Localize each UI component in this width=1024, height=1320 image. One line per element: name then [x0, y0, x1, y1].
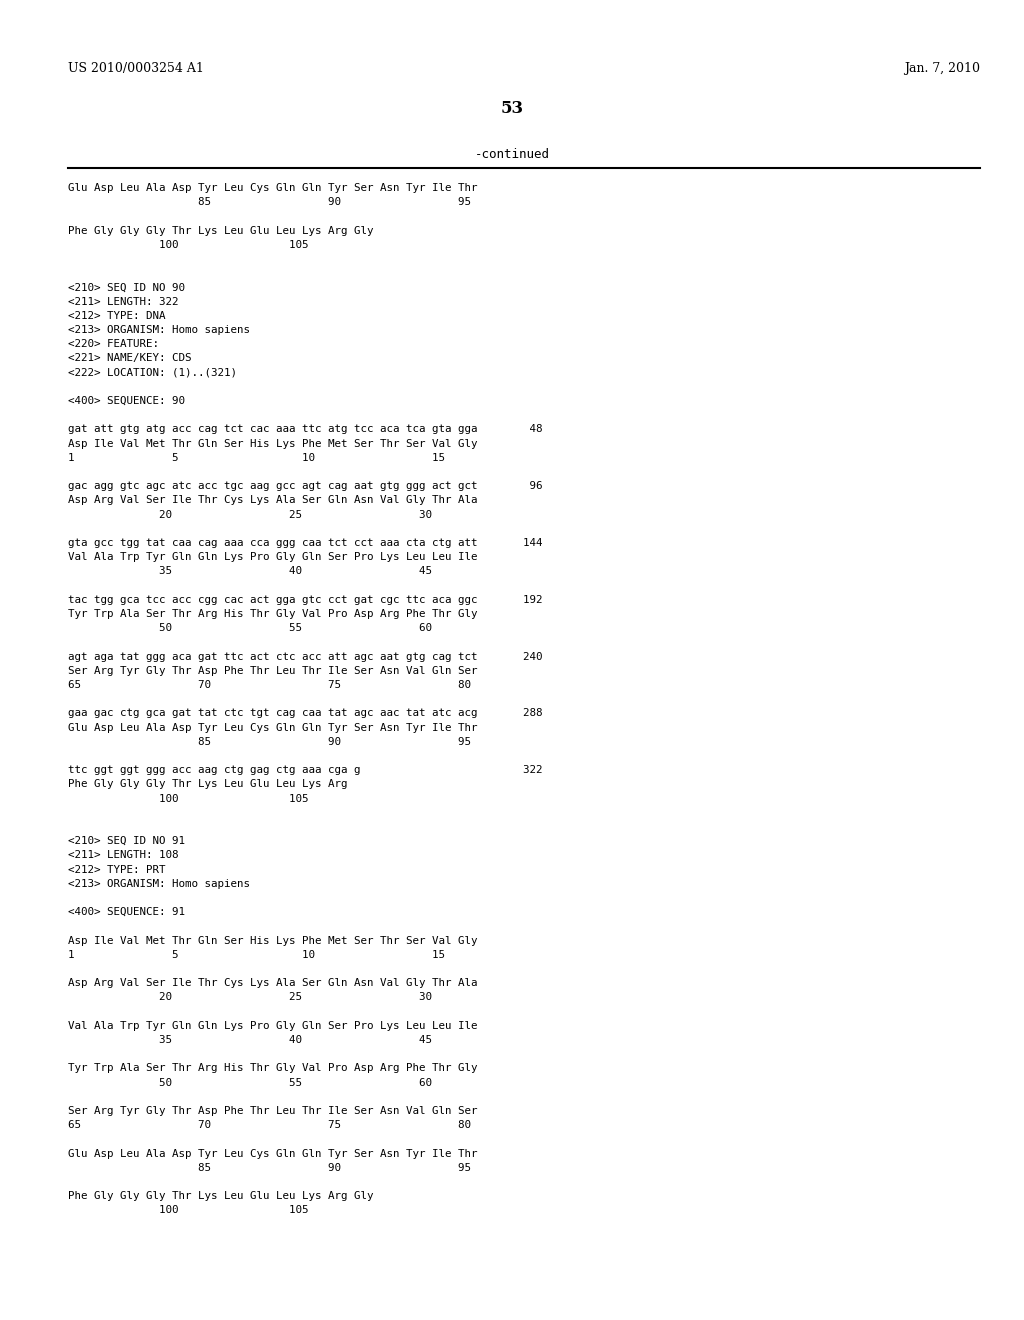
- Text: <210> SEQ ID NO 90: <210> SEQ ID NO 90: [68, 282, 185, 293]
- Text: Phe Gly Gly Gly Thr Lys Leu Glu Leu Lys Arg Gly: Phe Gly Gly Gly Thr Lys Leu Glu Leu Lys …: [68, 226, 374, 235]
- Text: -continued: -continued: [474, 148, 550, 161]
- Text: Glu Asp Leu Ala Asp Tyr Leu Cys Gln Gln Tyr Ser Asn Tyr Ile Thr: Glu Asp Leu Ala Asp Tyr Leu Cys Gln Gln …: [68, 1148, 477, 1159]
- Text: <212> TYPE: DNA: <212> TYPE: DNA: [68, 310, 166, 321]
- Text: <220> FEATURE:: <220> FEATURE:: [68, 339, 159, 350]
- Text: 65                  70                  75                  80: 65 70 75 80: [68, 680, 471, 690]
- Text: US 2010/0003254 A1: US 2010/0003254 A1: [68, 62, 204, 75]
- Text: Val Ala Trp Tyr Gln Gln Lys Pro Gly Gln Ser Pro Lys Leu Leu Ile: Val Ala Trp Tyr Gln Gln Lys Pro Gly Gln …: [68, 552, 477, 562]
- Text: <211> LENGTH: 108: <211> LENGTH: 108: [68, 850, 178, 861]
- Text: gac agg gtc agc atc acc tgc aag gcc agt cag aat gtg ggg act gct        96: gac agg gtc agc atc acc tgc aag gcc agt …: [68, 482, 543, 491]
- Text: Phe Gly Gly Gly Thr Lys Leu Glu Leu Lys Arg: Phe Gly Gly Gly Thr Lys Leu Glu Leu Lys …: [68, 779, 347, 789]
- Text: Asp Arg Val Ser Ile Thr Cys Lys Ala Ser Gln Asn Val Gly Thr Ala: Asp Arg Val Ser Ile Thr Cys Lys Ala Ser …: [68, 978, 477, 989]
- Text: Asp Ile Val Met Thr Gln Ser His Lys Phe Met Ser Thr Ser Val Gly: Asp Ile Val Met Thr Gln Ser His Lys Phe …: [68, 936, 477, 945]
- Text: <211> LENGTH: 322: <211> LENGTH: 322: [68, 297, 178, 306]
- Text: <213> ORGANISM: Homo sapiens: <213> ORGANISM: Homo sapiens: [68, 325, 250, 335]
- Text: Glu Asp Leu Ala Asp Tyr Leu Cys Gln Gln Tyr Ser Asn Tyr Ile Thr: Glu Asp Leu Ala Asp Tyr Leu Cys Gln Gln …: [68, 183, 477, 193]
- Text: 53: 53: [501, 100, 523, 117]
- Text: 20                  25                  30: 20 25 30: [68, 510, 432, 520]
- Text: Ser Arg Tyr Gly Thr Asp Phe Thr Leu Thr Ile Ser Asn Val Gln Ser: Ser Arg Tyr Gly Thr Asp Phe Thr Leu Thr …: [68, 1106, 477, 1115]
- Text: 1               5                   10                  15: 1 5 10 15: [68, 453, 445, 463]
- Text: tac tgg gca tcc acc cgg cac act gga gtc cct gat cgc ttc aca ggc       192: tac tgg gca tcc acc cgg cac act gga gtc …: [68, 595, 543, 605]
- Text: agt aga tat ggg aca gat ttc act ctc acc att agc aat gtg cag tct       240: agt aga tat ggg aca gat ttc act ctc acc …: [68, 652, 543, 661]
- Text: 50                  55                  60: 50 55 60: [68, 1077, 432, 1088]
- Text: ttc ggt ggt ggg acc aag ctg gag ctg aaa cga g                         322: ttc ggt ggt ggg acc aag ctg gag ctg aaa …: [68, 766, 543, 775]
- Text: 1               5                   10                  15: 1 5 10 15: [68, 950, 445, 960]
- Text: <400> SEQUENCE: 90: <400> SEQUENCE: 90: [68, 396, 185, 407]
- Text: <212> TYPE: PRT: <212> TYPE: PRT: [68, 865, 166, 875]
- Text: Jan. 7, 2010: Jan. 7, 2010: [904, 62, 980, 75]
- Text: 100                 105: 100 105: [68, 793, 308, 804]
- Text: <210> SEQ ID NO 91: <210> SEQ ID NO 91: [68, 836, 185, 846]
- Text: gta gcc tgg tat caa cag aaa cca ggg caa tct cct aaa cta ctg att       144: gta gcc tgg tat caa cag aaa cca ggg caa …: [68, 539, 543, 548]
- Text: Ser Arg Tyr Gly Thr Asp Phe Thr Leu Thr Ile Ser Asn Val Gln Ser: Ser Arg Tyr Gly Thr Asp Phe Thr Leu Thr …: [68, 665, 477, 676]
- Text: Tyr Trp Ala Ser Thr Arg His Thr Gly Val Pro Asp Arg Phe Thr Gly: Tyr Trp Ala Ser Thr Arg His Thr Gly Val …: [68, 609, 477, 619]
- Text: gaa gac ctg gca gat tat ctc tgt cag caa tat agc aac tat atc acg       288: gaa gac ctg gca gat tat ctc tgt cag caa …: [68, 709, 543, 718]
- Text: 100                 105: 100 105: [68, 1205, 308, 1216]
- Text: 85                  90                  95: 85 90 95: [68, 1163, 471, 1172]
- Text: 20                  25                  30: 20 25 30: [68, 993, 432, 1002]
- Text: Phe Gly Gly Gly Thr Lys Leu Glu Leu Lys Arg Gly: Phe Gly Gly Gly Thr Lys Leu Glu Leu Lys …: [68, 1191, 374, 1201]
- Text: Asp Arg Val Ser Ile Thr Cys Lys Ala Ser Gln Asn Val Gly Thr Ala: Asp Arg Val Ser Ile Thr Cys Lys Ala Ser …: [68, 495, 477, 506]
- Text: Val Ala Trp Tyr Gln Gln Lys Pro Gly Gln Ser Pro Lys Leu Leu Ile: Val Ala Trp Tyr Gln Gln Lys Pro Gly Gln …: [68, 1020, 477, 1031]
- Text: Tyr Trp Ala Ser Thr Arg His Thr Gly Val Pro Asp Arg Phe Thr Gly: Tyr Trp Ala Ser Thr Arg His Thr Gly Val …: [68, 1064, 477, 1073]
- Text: <221> NAME/KEY: CDS: <221> NAME/KEY: CDS: [68, 354, 191, 363]
- Text: <213> ORGANISM: Homo sapiens: <213> ORGANISM: Homo sapiens: [68, 879, 250, 888]
- Text: 35                  40                  45: 35 40 45: [68, 566, 432, 577]
- Text: 35                  40                  45: 35 40 45: [68, 1035, 432, 1045]
- Text: Asp Ile Val Met Thr Gln Ser His Lys Phe Met Ser Thr Ser Val Gly: Asp Ile Val Met Thr Gln Ser His Lys Phe …: [68, 438, 477, 449]
- Text: gat att gtg atg acc cag tct cac aaa ttc atg tcc aca tca gta gga        48: gat att gtg atg acc cag tct cac aaa ttc …: [68, 425, 543, 434]
- Text: 65                  70                  75                  80: 65 70 75 80: [68, 1121, 471, 1130]
- Text: 85                  90                  95: 85 90 95: [68, 197, 471, 207]
- Text: 85                  90                  95: 85 90 95: [68, 737, 471, 747]
- Text: 100                 105: 100 105: [68, 240, 308, 249]
- Text: 50                  55                  60: 50 55 60: [68, 623, 432, 634]
- Text: Glu Asp Leu Ala Asp Tyr Leu Cys Gln Gln Tyr Ser Asn Tyr Ile Thr: Glu Asp Leu Ala Asp Tyr Leu Cys Gln Gln …: [68, 722, 477, 733]
- Text: <222> LOCATION: (1)..(321): <222> LOCATION: (1)..(321): [68, 367, 237, 378]
- Text: <400> SEQUENCE: 91: <400> SEQUENCE: 91: [68, 907, 185, 917]
